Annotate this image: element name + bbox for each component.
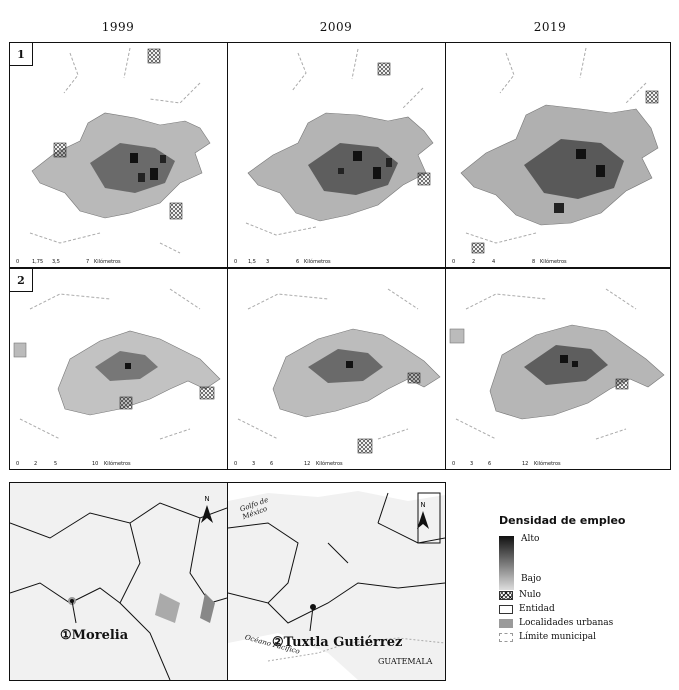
legend-item-nulo: Nulo [499, 590, 541, 600]
scale-label: 2 [34, 461, 38, 467]
scale-unit: Kilómetros [104, 461, 131, 467]
scale-label: 1,75 [32, 259, 44, 265]
scale-label: 3 [266, 259, 270, 265]
scale-label: 0 [452, 461, 456, 467]
north-arrow [416, 511, 430, 529]
city-number: ② [272, 635, 284, 650]
row-label-1: 1 [10, 43, 33, 66]
density-map [460, 47, 659, 254]
density-map [245, 48, 434, 236]
scale-label: 5 [54, 461, 58, 467]
city-label-tuxtla: ②Tuxtla Gutiérrez [272, 635, 402, 650]
scale-label: 3,5 [52, 259, 60, 265]
legend-label: Nulo [519, 590, 541, 600]
scale-label: 0 [16, 259, 20, 265]
locator-map [228, 483, 445, 680]
scale-label: 12 [304, 461, 311, 467]
city-label-morelia: ①Morelia [60, 628, 128, 643]
scale-label: 8 [532, 259, 536, 265]
legend-label: Localidades urbanas [519, 618, 614, 628]
north-label: N [420, 501, 426, 509]
scale-label: 0 [452, 259, 456, 265]
year-label-2009: 2009 [319, 20, 353, 34]
legend-high-label: Alto [521, 534, 540, 544]
scale-label: 1,5 [248, 259, 256, 265]
locator-map-tuxtla: Golfo de México Océano Pacífico GUATEMAL… [227, 482, 446, 681]
scale-label: 4 [492, 259, 496, 265]
map-panel-morelia-2019: 0 2 4 8 Kilómetros [445, 42, 671, 268]
locator-map [10, 483, 227, 680]
city-name: Tuxtla Gutiérrez [283, 635, 403, 650]
legend-low-label: Bajo [521, 574, 542, 584]
density-map [449, 288, 665, 440]
country-label: GUATEMALA [378, 657, 433, 666]
density-map [29, 47, 211, 254]
legend-item-entidad: Entidad [499, 604, 555, 614]
scale-unit: Kilómetros [534, 461, 561, 467]
scale-label: 0 [234, 259, 238, 265]
scale-unit: Kilómetros [304, 259, 331, 265]
scale-label: 12 [522, 461, 529, 467]
fill-swatch [499, 618, 513, 628]
locator-map-morelia: N ①Morelia [9, 482, 228, 681]
scale-label: 3 [252, 461, 256, 467]
legend-title: Densidad de empleo [499, 514, 626, 527]
map-panel-tuxtla-2019: 0 3 6 12 Kilómetros [445, 268, 671, 470]
density-map [13, 288, 221, 440]
north-arrow [200, 505, 214, 523]
outline-swatch [499, 604, 513, 614]
density-map [237, 288, 441, 454]
legend-item-localidades: Localidades urbanas [499, 618, 613, 628]
scale-label: 6 [270, 461, 274, 467]
north-arrow-icon [417, 511, 429, 529]
scale-label: 3 [470, 461, 474, 467]
scale-unit: Kilómetros [316, 461, 343, 467]
scale-label: 6 [296, 259, 300, 265]
year-label-2019: 2019 [533, 20, 567, 34]
city-name: Morelia [71, 628, 129, 643]
scale-unit: Kilómetros [540, 259, 567, 265]
scale-label: 0 [234, 461, 238, 467]
scale-label: 7 [86, 259, 90, 265]
map-panel-tuxtla-1999: 2 0 2 5 10 Kilómetros [9, 268, 228, 470]
north-arrow-icon [201, 505, 213, 523]
legend-label: Límite municipal [519, 632, 597, 642]
dashed-swatch [499, 632, 513, 642]
scale-label: 2 [472, 259, 476, 265]
row-label-2: 2 [10, 269, 33, 292]
scale-label: 6 [488, 461, 492, 467]
density-color-ramp [499, 536, 514, 590]
legend-label: Entidad [519, 604, 555, 614]
legend: Densidad de empleo Alto Bajo Nulo Entida… [499, 514, 669, 642]
map-panel-tuxtla-2009: 0 3 6 12 Kilómetros [227, 268, 446, 470]
map-panel-morelia-1999: 1 0 1,75 3,5 7 Kilómetros [9, 42, 228, 268]
city-number: ① [60, 628, 72, 643]
year-label-1999: 1999 [101, 20, 135, 34]
north-label: N [204, 495, 210, 503]
legend-item-limite: Límite municipal [499, 632, 596, 642]
scale-label: 10 [92, 461, 99, 467]
hatch-swatch [499, 590, 513, 600]
scale-unit: Kilómetros [94, 259, 121, 265]
map-panel-morelia-2009: 0 1,5 3 6 Kilómetros [227, 42, 446, 268]
scale-label: 0 [16, 461, 20, 467]
